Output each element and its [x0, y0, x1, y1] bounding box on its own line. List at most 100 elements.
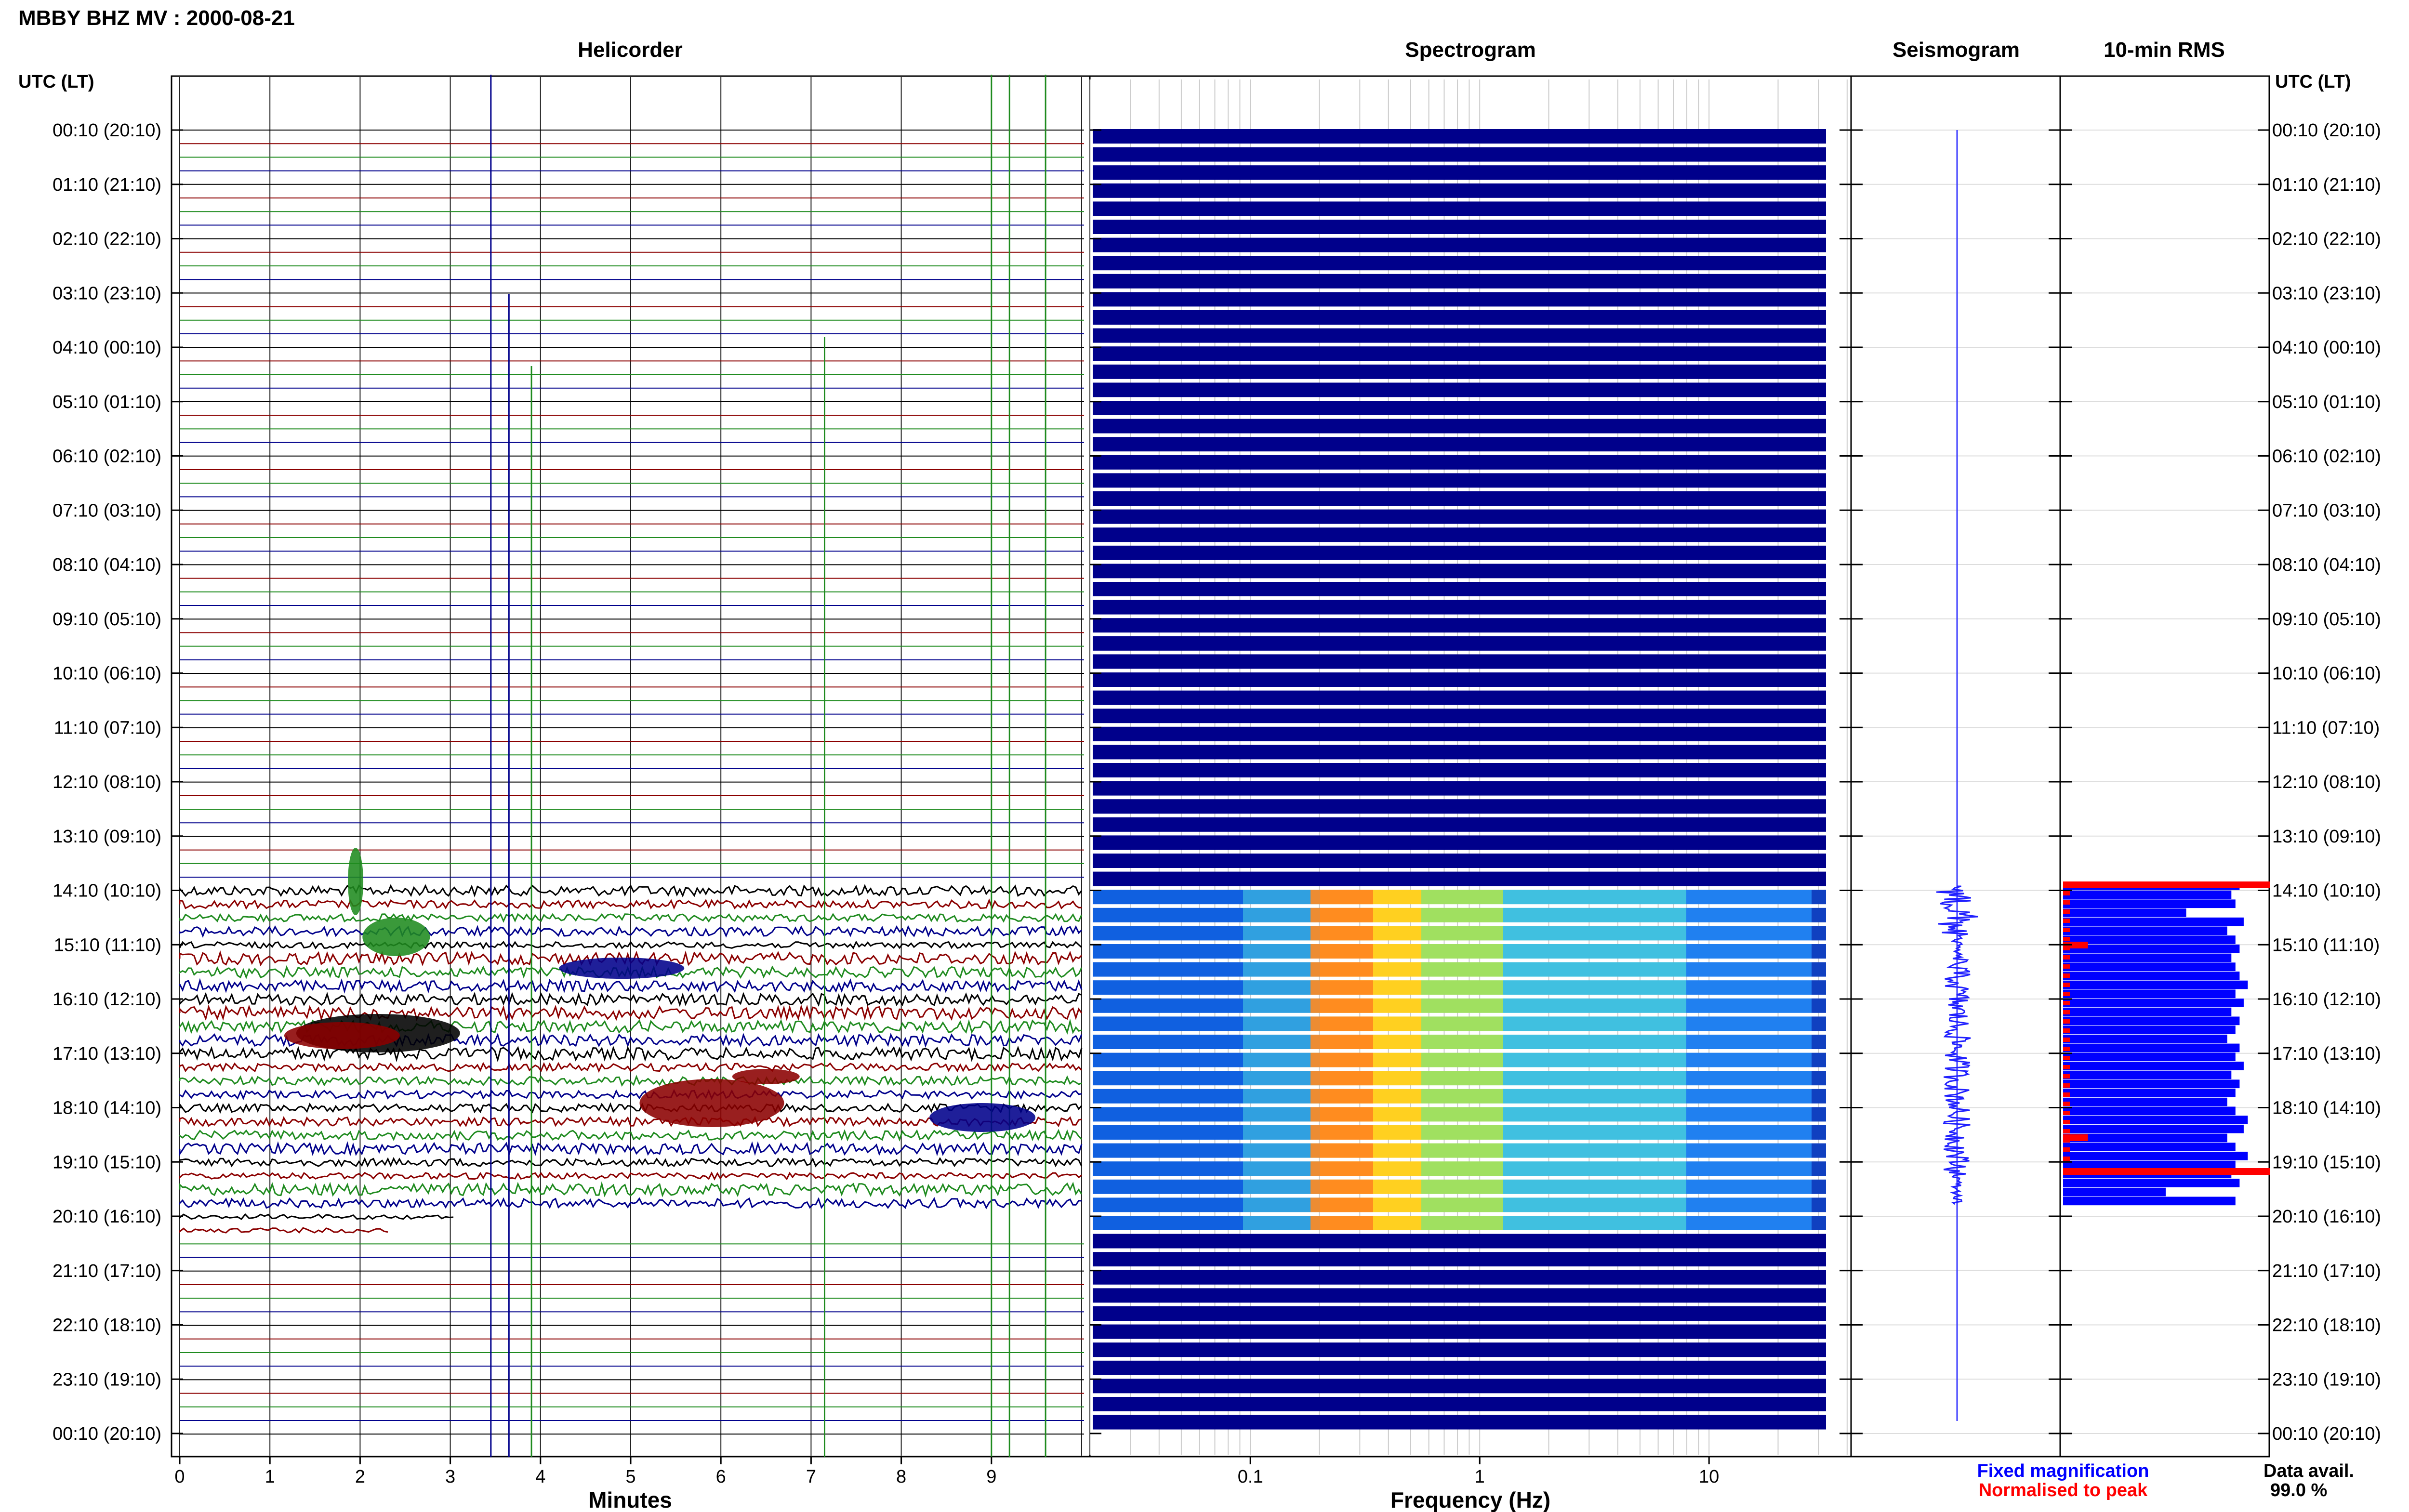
rms-peak-mark: [2063, 1147, 2070, 1152]
time-label: 06:10 (02:10): [2272, 447, 2381, 467]
spectro-row: [1093, 1324, 1826, 1339]
trace-line: [179, 1213, 454, 1220]
trace-line: [179, 1157, 1083, 1168]
spectro-row: [1093, 292, 1826, 307]
trace-line: [179, 1089, 1082, 1101]
time-label: 18:10 (14:10): [2272, 1098, 2381, 1118]
spectro-segment: [1243, 1071, 1310, 1086]
spectro-segment: [1421, 1216, 1503, 1230]
spectro-row: [1093, 1360, 1826, 1375]
rms-bar: [2063, 953, 2232, 962]
event-burst: [284, 1022, 400, 1049]
spectro-segment: [1812, 998, 1826, 1013]
spectro-segment: [1812, 890, 1826, 905]
spectro-row: [1093, 690, 1826, 705]
spectro-segment: [1503, 1107, 1686, 1122]
spectro-segment: [1421, 926, 1503, 941]
spectrogram-title: Spectrogram: [1405, 38, 1535, 62]
minute-tick-label: 7: [806, 1467, 816, 1487]
spectro-segment: [1421, 1143, 1503, 1158]
spectro-segment: [1243, 926, 1310, 941]
rms-bar: [2063, 1133, 2227, 1143]
spectro-segment: [1243, 998, 1310, 1013]
trace-line: [179, 1045, 1083, 1063]
spectro-row: [1093, 509, 1826, 524]
spectro-segment: [1503, 926, 1686, 941]
spectro-segment: [1421, 1179, 1503, 1194]
spectro-segment: [1421, 1052, 1503, 1067]
spectro-segment: [1812, 1016, 1826, 1031]
spectrogram-panel: 0.1 1 10 Frequency (Hz): [1089, 75, 1852, 1512]
time-label: 12:10 (08:10): [53, 772, 161, 792]
time-label: 07:10 (03:10): [53, 500, 161, 521]
spectro-segment: [1812, 944, 1826, 959]
spectro-segment: [1812, 907, 1826, 922]
time-label: 08:10 (04:10): [53, 555, 161, 575]
trace-line: [179, 925, 1083, 938]
rms-peak-mark: [2063, 891, 2070, 895]
spectro-row: [1093, 835, 1826, 850]
spectro-segment: [1686, 1197, 1812, 1212]
rms-bar: [2063, 1187, 2166, 1196]
rms-bar: [2063, 935, 2236, 944]
seismogram-trace: [1936, 130, 1978, 1421]
spectro-segment: [1243, 1197, 1310, 1212]
spectro-row: [1093, 854, 1826, 868]
spectro-segment: [1503, 1052, 1686, 1067]
rms-bar: [2063, 1160, 2236, 1170]
spectro-row: [1093, 455, 1826, 470]
helicorder-traces: [179, 130, 1084, 1435]
spectro-row: [1093, 310, 1826, 325]
rms-peak-mark: [2063, 1056, 2070, 1060]
rms-peak-mark: [2063, 919, 2070, 923]
time-label: 14:10 (10:10): [2272, 881, 2381, 901]
time-label: 16:10 (12:10): [2272, 989, 2381, 1010]
spectro-segment: [1503, 1143, 1686, 1158]
rms-peak-mark: [2063, 983, 2070, 987]
time-label: 10:10 (06:10): [53, 664, 161, 684]
time-label: 07:10 (03:10): [2272, 500, 2381, 521]
spectrogram-xticks: 0.1 1 10: [1238, 1457, 1719, 1487]
spectro-row: [1093, 582, 1826, 596]
spectro-row: [1093, 1288, 1826, 1303]
time-label: 01:10 (21:10): [2272, 175, 2381, 195]
legend-normalised-to-peak: Normalised to peak: [1979, 1480, 2148, 1500]
spectro-row: [1093, 545, 1826, 560]
spectro-peak: [1310, 1035, 1373, 1049]
rms-bar: [2063, 999, 2244, 1007]
trace-line: [179, 940, 1082, 950]
spectro-segment: [1421, 1035, 1503, 1049]
rms-peak-mark: [2063, 937, 2070, 941]
spectro-row: [1093, 564, 1826, 579]
spectro-segment: [1503, 1035, 1686, 1049]
spectro-row: [1093, 1415, 1826, 1430]
spectro-row: [1093, 1252, 1826, 1267]
seismogram-gridlines: [1852, 130, 2059, 1434]
rms-peak-mark: [2063, 909, 2070, 914]
rms-bar: [2063, 1079, 2240, 1089]
spectro-row: [1093, 672, 1826, 687]
helicorder-xticks: 0 1 2 3 4 5 6 7 8 9: [174, 1457, 996, 1487]
spectro-peak: [1310, 962, 1373, 977]
spectro-segment: [1093, 1107, 1243, 1122]
time-label: 06:10 (02:10): [53, 447, 161, 467]
rms-bar: [2063, 899, 2236, 908]
spectro-row: [1093, 726, 1826, 741]
event-burst: [639, 1079, 784, 1127]
time-label: 03:10 (23:10): [53, 283, 161, 303]
trace-line: [179, 1129, 1083, 1142]
time-label: 17:10 (13:10): [53, 1044, 161, 1064]
time-label: 20:10 (16:10): [2272, 1207, 2381, 1227]
freq-tick-label: 10: [1699, 1467, 1719, 1487]
spectro-peak: [1310, 1161, 1373, 1176]
rms-peak-mark: [2063, 955, 2070, 960]
rms-peak-mark: [2063, 1038, 2070, 1042]
spectro-row: [1093, 1397, 1826, 1411]
time-label: 16:10 (12:10): [53, 989, 161, 1010]
spectro-segment: [1812, 1197, 1826, 1212]
time-label: 19:10 (15:10): [2272, 1152, 2381, 1172]
rms-bar: [2063, 1152, 2248, 1160]
spectro-segment: [1812, 1143, 1826, 1158]
rms-bar: [2063, 1052, 2236, 1061]
spectro-segment: [1421, 1016, 1503, 1031]
